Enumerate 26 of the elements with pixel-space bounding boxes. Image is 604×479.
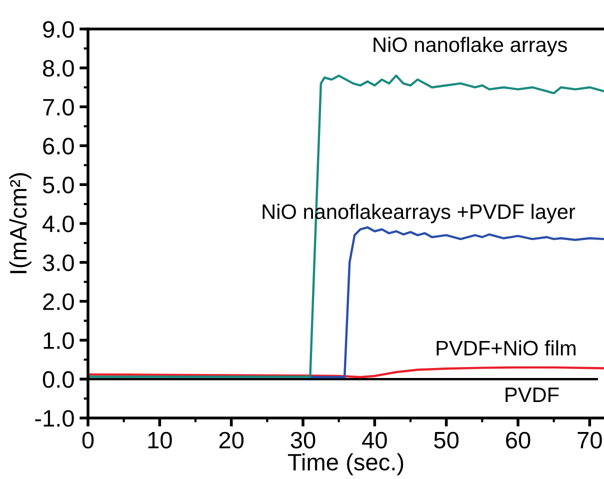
x-tick-label: 0: [82, 432, 94, 449]
y-tick-label: 1.0: [44, 332, 74, 349]
line-series: [88, 74, 604, 378]
x-axis-title: Time (sec.): [288, 453, 404, 476]
series-label: PVDF+NiO film: [436, 340, 576, 356]
y-tick-label: 0.0: [42, 371, 74, 388]
y-tick-label: 8.0: [43, 60, 74, 77]
x-tick-label: 60: [506, 432, 530, 449]
y-tick-label: 7.0: [43, 98, 74, 116]
y-tick-label: 4.0: [42, 216, 74, 232]
x-tick-label: 70: [578, 432, 602, 449]
y-tick-label: 2.0: [43, 293, 74, 310]
y-tick-label: -1.0: [35, 410, 74, 427]
x-tick-label: 10: [148, 432, 172, 449]
series-label: NiO nanoflake arrays: [374, 36, 567, 56]
line-series: [309, 226, 604, 378]
x-tick-label: 40: [362, 432, 387, 449]
y-axis-title: I(mA/cm²): [9, 173, 32, 274]
y-tick-label: 5.0: [42, 176, 74, 194]
y-tick-label: 6.0: [43, 138, 74, 154]
x-tick-label: 30: [290, 432, 316, 449]
series-label: PVDF: [506, 388, 559, 402]
x-tick-label: 50: [434, 432, 459, 449]
y-tick-label: 3.0: [42, 254, 74, 272]
y-tick-label: 9.0: [43, 21, 74, 38]
x-tick-label: 20: [219, 432, 244, 449]
